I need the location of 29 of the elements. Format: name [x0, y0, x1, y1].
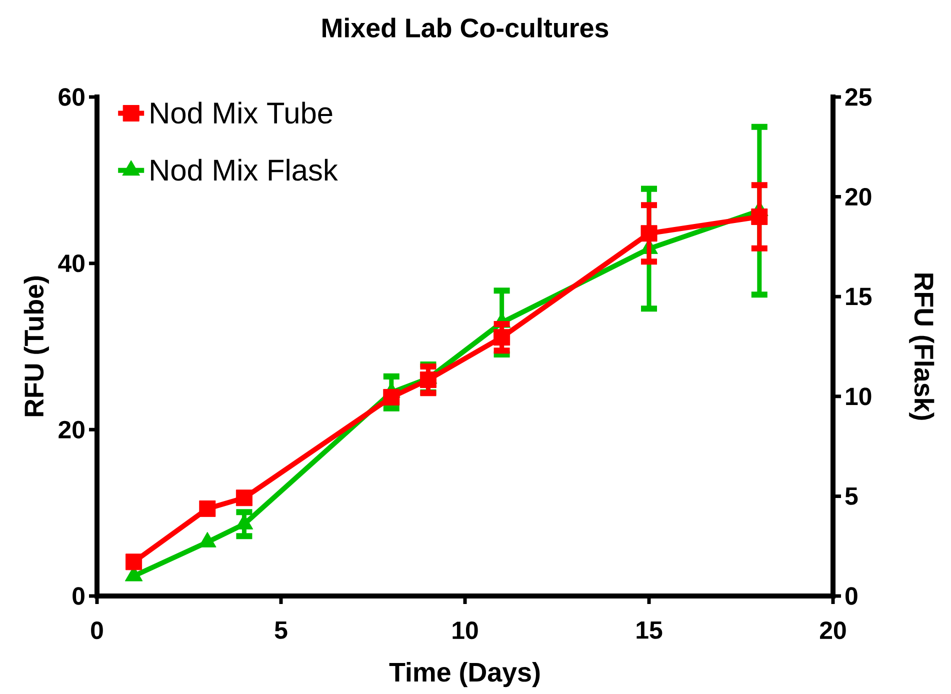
chart-title: Mixed Lab Co-cultures	[322, 18, 608, 38]
point	[199, 500, 216, 517]
legend-label: Nod Mix Tube	[151, 102, 332, 124]
x-tick-label: 0	[91, 622, 103, 640]
x-tick-label: 15	[636, 622, 662, 639]
point	[494, 329, 510, 346]
y2-tick-label: 20	[845, 188, 872, 206]
y-axis-title: RFU (Tube)	[24, 276, 49, 416]
y2-tick-label: 0	[846, 587, 858, 605]
y-tick-label: 60	[58, 88, 84, 106]
point	[126, 554, 142, 570]
y2-tick-label: 15	[846, 288, 872, 306]
point	[751, 208, 768, 226]
y-tick-label: 0	[72, 587, 84, 605]
y2-axis-title: RFU (Flask)	[909, 274, 934, 420]
y-tick-label: 20	[58, 420, 84, 438]
y2-tick-label: 25	[845, 88, 872, 106]
point	[420, 372, 436, 388]
x-tick-label: 10	[452, 622, 478, 640]
x-tick-label: 5	[274, 622, 288, 639]
point	[236, 490, 252, 506]
x-tick-label: 20	[820, 622, 846, 640]
point	[640, 225, 658, 242]
point	[383, 388, 400, 406]
y2-tick-label: 5	[845, 488, 858, 505]
y-tick-label: 40	[58, 254, 84, 272]
y2-tick-label: 10	[846, 388, 872, 406]
legend-label: Nod Mix Flask	[151, 158, 338, 181]
x-axis-title: Time (Days)	[389, 662, 540, 688]
